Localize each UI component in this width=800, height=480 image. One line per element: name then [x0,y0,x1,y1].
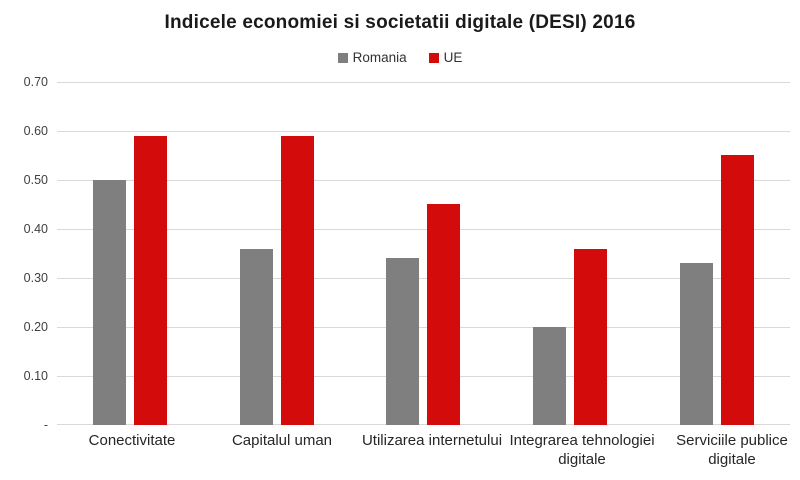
legend-item-ue: UE [428,50,463,65]
bar-ue [574,249,608,425]
y-tick-label: 0.10 [23,369,48,383]
bar-ue [720,155,754,425]
bar-group [497,82,644,425]
bar-groups [57,82,790,425]
y-tick-label: 0.60 [23,124,48,138]
gridline [57,327,790,328]
y-tick-label: 0.50 [23,173,48,187]
y-tick-label: 0.30 [23,271,48,285]
gridline [57,82,790,83]
x-label-cell: Utilizarea internetului [357,431,507,469]
y-tick-label: 0.40 [23,222,48,236]
y-tick-label: 0.20 [23,320,48,334]
y-axis-tick-labels: 0.70 0.60 0.50 0.40 0.30 0.20 0.10 - [0,75,48,432]
legend-swatch-icon [428,52,439,63]
x-category-label: Integrarea tehnologiei digitale [509,432,655,468]
x-label-cell: Integrarea tehnologiei digitale [507,431,657,469]
gridline [57,229,790,230]
bar-group [57,82,204,425]
y-tick-label: 0.70 [23,75,48,89]
bar-romania [679,263,713,425]
gridline [57,180,790,181]
x-category-label: Utilizarea internetului [361,432,503,449]
chart-title: Indicele economiei si societatii digital… [164,12,636,33]
bar-group [350,82,497,425]
legend-swatch-icon [337,52,348,63]
chart-legend: Romania UE [0,50,800,65]
x-label-cell: Conectivitate [57,431,207,469]
y-tick-label: - [43,418,48,432]
x-label-cell: Serviciile publice digitale [657,431,800,469]
bar-ue [280,136,314,425]
bar-romania [239,249,273,425]
legend-item-romania: Romania [337,50,407,65]
bar-ue [427,204,461,425]
gridline [57,376,790,377]
legend-label: UE [443,50,463,65]
bar-romania [533,327,567,425]
bar-romania [93,180,127,425]
x-axis-category-labels: Conectivitate Capitalul uman Utilizarea in… [57,431,790,469]
gridline [57,278,790,279]
bar-ue [134,136,168,425]
x-label-cell: Capitalul uman [207,431,357,469]
x-category-label: Capitalul uman [231,432,333,449]
bar-group [204,82,351,425]
gridline [57,131,790,132]
x-category-label: Serviciile publice digitale [676,432,788,468]
bar-group [643,82,790,425]
bar-romania [386,258,420,425]
plot-area [57,82,790,425]
x-category-label: Conectivitate [88,432,176,449]
gridline [57,424,790,425]
legend-label: Romania [352,50,407,65]
